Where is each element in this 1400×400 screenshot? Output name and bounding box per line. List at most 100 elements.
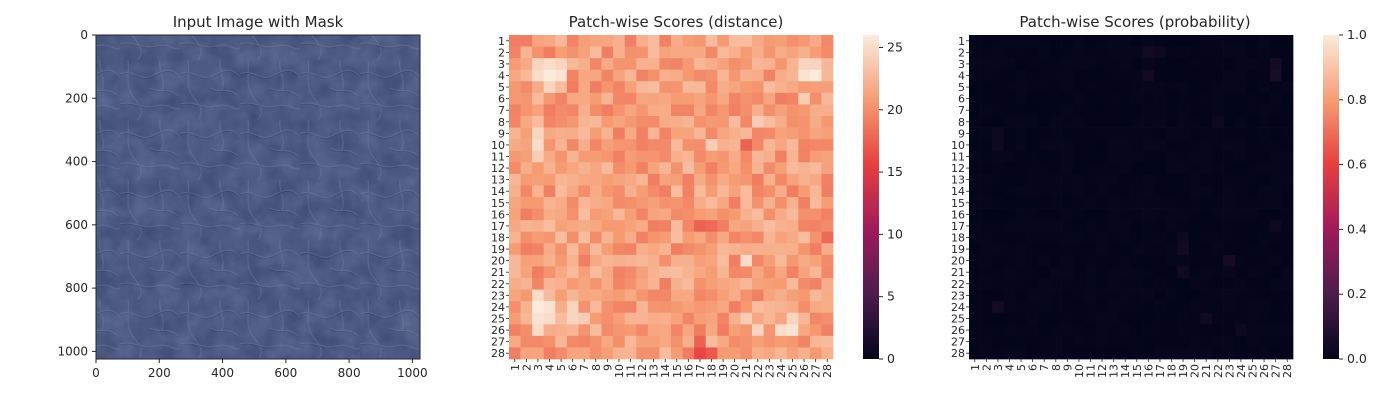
heatmap-cell — [1050, 197, 1062, 209]
heatmap-cell — [543, 81, 556, 94]
heatmap-cell — [1246, 220, 1259, 233]
heatmap-cell — [705, 173, 718, 186]
heatmap-cell — [1223, 139, 1236, 152]
heatmap-cell — [1188, 139, 1201, 152]
heatmap-cell — [509, 231, 521, 244]
heatmap-cell — [1073, 220, 1086, 233]
row-label: 16 — [491, 208, 505, 221]
heatmap-cell — [1061, 324, 1074, 337]
heatmap-cell — [624, 173, 637, 186]
heatmap-cell — [520, 347, 533, 360]
heatmap-cell — [798, 197, 811, 209]
heatmap-cell — [1258, 173, 1271, 186]
heatmap-cell — [624, 185, 637, 198]
heatmap-cell — [1235, 254, 1248, 267]
heatmap-cell — [636, 69, 649, 82]
heatmap-cell — [1026, 278, 1039, 290]
heatmap-cell — [555, 324, 568, 337]
heatmap-cell — [659, 46, 672, 59]
heatmap-cell — [1154, 185, 1167, 198]
heatmap-cell — [1212, 220, 1224, 233]
heatmap-cell — [1246, 127, 1259, 140]
heatmap-cell — [601, 347, 614, 360]
heatmap-cell — [1026, 254, 1039, 267]
col-label: 8 — [1050, 364, 1063, 371]
heatmap-cell — [740, 69, 753, 82]
heatmap-cell — [1200, 46, 1213, 59]
heatmap-cell — [1165, 347, 1178, 360]
heatmap-cell — [1281, 69, 1294, 82]
heatmap-cell — [1096, 162, 1109, 175]
heatmap-cell — [543, 289, 556, 302]
row-label: 12 — [951, 162, 965, 175]
heatmap-cell — [992, 208, 1005, 221]
heatmap-cell — [647, 173, 660, 186]
heatmap-cell — [1188, 116, 1201, 128]
heatmap-cell — [798, 127, 811, 140]
row-label: 18 — [491, 232, 505, 245]
heatmap-cell — [1107, 266, 1120, 279]
col-label: 4 — [1004, 364, 1017, 371]
heatmap-cell — [786, 301, 799, 314]
heatmap-cell — [659, 208, 672, 221]
heatmap-cell — [740, 150, 753, 163]
heatmap-cell — [1050, 335, 1062, 348]
heatmap-cell — [1165, 289, 1178, 302]
heatmap-cell — [1084, 208, 1097, 221]
heatmap-cell — [1096, 173, 1109, 186]
col-label: 1 — [509, 364, 522, 371]
heatmap-cell — [682, 289, 695, 302]
heatmap-cell — [1212, 231, 1224, 244]
heatmap-cell — [659, 150, 672, 163]
heatmap-cell — [1154, 150, 1167, 163]
heatmap-cell — [590, 173, 602, 186]
heatmap-cell — [636, 197, 649, 209]
heatmap-cell — [509, 243, 521, 256]
heatmap-cell — [659, 254, 672, 267]
heatmap-cell — [694, 150, 707, 163]
heatmap-cell — [1188, 347, 1201, 360]
heatmap-cell — [740, 81, 753, 94]
probability-colorbar: 0.00.20.40.60.81.0 — [1323, 27, 1367, 366]
col-label: 9 — [1061, 364, 1074, 371]
heatmap-cell — [1073, 289, 1086, 302]
heatmap-cell — [1246, 150, 1259, 163]
heatmap-cell — [821, 162, 834, 175]
heatmap-cell — [1061, 173, 1074, 186]
heatmap-cell — [1212, 185, 1224, 198]
heatmap-cell — [1061, 185, 1074, 198]
heatmap-cell — [636, 243, 649, 256]
heatmap-cell — [1107, 69, 1120, 82]
heatmap-cell — [1200, 289, 1213, 302]
heatmap-cell — [705, 69, 718, 82]
heatmap-cell — [1154, 335, 1167, 348]
heatmap-cell — [969, 139, 981, 152]
heatmap-cell — [1003, 69, 1016, 82]
heatmap-cell — [1177, 301, 1190, 314]
heatmap-cell — [694, 278, 707, 290]
heatmap-cell — [821, 69, 834, 82]
colorbar-tick-label: 0 — [887, 351, 895, 366]
heatmap-cell — [969, 185, 981, 198]
heatmap-cell — [520, 69, 533, 82]
heatmap-cell — [1188, 254, 1201, 267]
heatmap-cell — [740, 58, 753, 71]
heatmap-cell — [1188, 208, 1201, 221]
heatmap-cell — [1131, 254, 1143, 267]
heatmap-cell — [1200, 116, 1213, 128]
heatmap-cell — [717, 162, 730, 175]
heatmap-cell — [509, 347, 521, 360]
image-x-tick-label: 1000 — [397, 366, 428, 380]
heatmap-cell — [682, 150, 695, 163]
heatmap-cell — [532, 116, 545, 128]
heatmap-cell — [682, 35, 695, 47]
heatmap-cell — [705, 278, 718, 290]
heatmap-cell — [543, 92, 556, 105]
heatmap-cell — [821, 58, 834, 71]
heatmap-cell — [798, 278, 811, 290]
heatmap-cell — [613, 127, 626, 140]
heatmap-cell — [1212, 347, 1224, 360]
heatmap-cell — [578, 139, 591, 152]
heatmap-cell — [1131, 69, 1143, 82]
heatmap-cell — [1258, 208, 1271, 221]
